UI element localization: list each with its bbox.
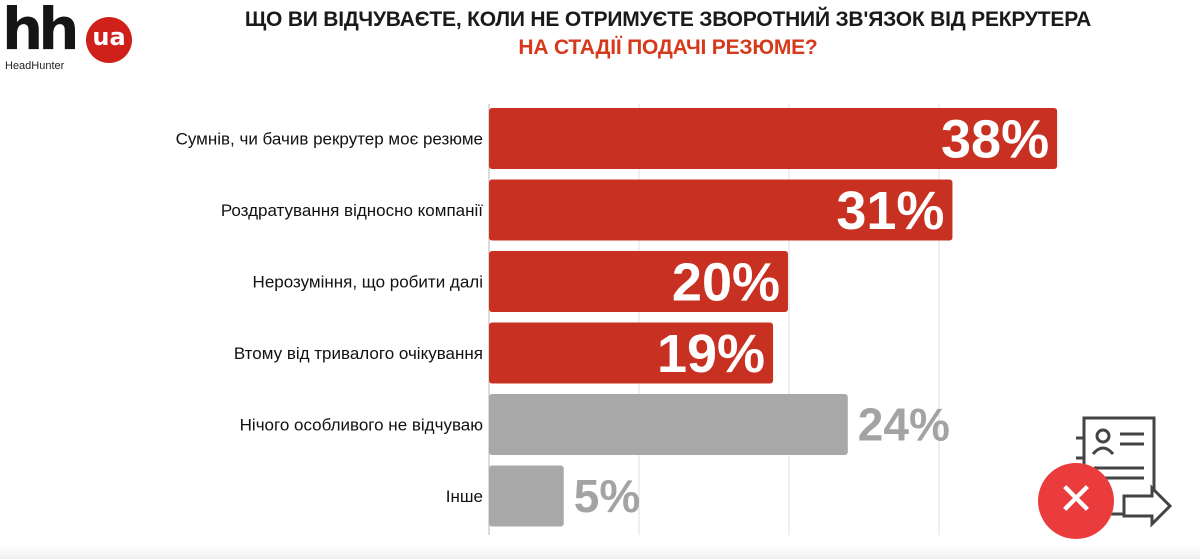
- bar: [489, 322, 774, 384]
- bar: [489, 394, 848, 455]
- headhunter-logo: hh ua HeadHunter: [2, 0, 142, 74]
- reject-x-icon: ✕: [1038, 463, 1114, 539]
- category-label: Втому від тривалого очікування: [234, 344, 483, 363]
- data-label: 19%: [657, 324, 765, 384]
- bottom-divider: [0, 545, 1200, 559]
- chart-subtitle: НА СТАДІЇ ПОДАЧІ РЕЗЮМЕ?: [518, 36, 818, 59]
- bar: [489, 179, 953, 241]
- category-label: Нічого особливого не відчуваю: [240, 416, 484, 435]
- data-label: 38%: [941, 110, 1049, 170]
- data-label: 31%: [836, 181, 944, 241]
- bar-chart: Сумнів, чи бачив рекрутер моє резюме 38% Р…: [176, 104, 1058, 535]
- arrow-right-icon: [1122, 484, 1173, 528]
- bar: [489, 108, 1058, 169]
- category-label: Сумнів, чи бачив рекрутер моє резюме: [176, 130, 483, 149]
- category-label: Нерозуміння, що робити далі: [253, 273, 483, 292]
- data-label: 20%: [672, 253, 780, 313]
- logo-badge: ua: [86, 17, 132, 63]
- logo-badge-text: ua: [92, 23, 126, 51]
- logo-mark: hh: [2, 0, 80, 63]
- logo-subtitle: HeadHunter: [5, 60, 65, 72]
- category-label: Роздратування відносно компанії: [221, 201, 483, 220]
- reject-x-glyph: ✕: [1057, 474, 1095, 525]
- chart-title: ЩО ВИ ВІДЧУВАЄТЕ, КОЛИ НЕ ОТРИМУЄТЕ ЗВОР…: [244, 8, 1092, 31]
- category-label: Інше: [446, 487, 483, 506]
- data-label: 5%: [574, 470, 640, 522]
- bar: [489, 251, 788, 312]
- data-label: 24%: [858, 399, 950, 451]
- bar: [489, 465, 564, 527]
